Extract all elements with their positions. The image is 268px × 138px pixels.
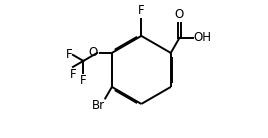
Text: F: F [80, 74, 87, 87]
Text: O: O [89, 46, 98, 59]
Text: O: O [175, 8, 184, 21]
Text: OH: OH [193, 31, 211, 44]
Text: F: F [70, 68, 76, 81]
Text: F: F [138, 4, 145, 17]
Text: Br: Br [91, 99, 105, 112]
Text: F: F [66, 48, 72, 61]
